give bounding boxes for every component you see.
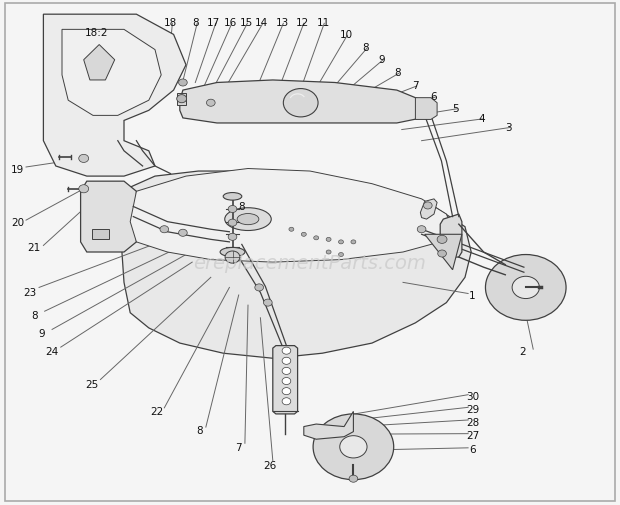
Circle shape <box>177 95 187 104</box>
Circle shape <box>351 240 356 244</box>
Polygon shape <box>92 230 108 240</box>
Circle shape <box>340 436 367 458</box>
Circle shape <box>339 240 343 244</box>
Text: 9: 9 <box>39 328 45 338</box>
Circle shape <box>179 80 187 87</box>
Circle shape <box>225 251 240 264</box>
Polygon shape <box>420 199 437 220</box>
Text: 2: 2 <box>520 346 526 356</box>
Circle shape <box>264 299 272 307</box>
Circle shape <box>438 250 446 258</box>
Circle shape <box>423 203 432 210</box>
Polygon shape <box>304 412 353 439</box>
Polygon shape <box>180 81 428 124</box>
Text: 1: 1 <box>469 290 476 300</box>
Circle shape <box>326 250 331 255</box>
Circle shape <box>206 100 215 107</box>
Polygon shape <box>121 172 471 359</box>
Polygon shape <box>415 98 437 120</box>
Polygon shape <box>84 45 115 81</box>
Text: 7: 7 <box>236 442 242 452</box>
Circle shape <box>228 206 237 213</box>
Text: 18:2: 18:2 <box>84 28 108 38</box>
Text: 6: 6 <box>469 444 476 454</box>
Text: 14: 14 <box>255 18 268 28</box>
Text: 13: 13 <box>275 18 289 28</box>
Circle shape <box>79 155 89 163</box>
Ellipse shape <box>224 209 272 231</box>
Text: 16: 16 <box>224 18 237 28</box>
Polygon shape <box>81 182 136 252</box>
Text: 8: 8 <box>192 18 198 28</box>
Ellipse shape <box>223 193 242 201</box>
Text: 30: 30 <box>466 391 479 401</box>
Circle shape <box>314 236 319 240</box>
Circle shape <box>301 233 306 237</box>
Text: 26: 26 <box>263 460 277 470</box>
Text: 12: 12 <box>296 18 309 28</box>
Polygon shape <box>62 30 161 116</box>
Text: 8: 8 <box>363 43 369 53</box>
Polygon shape <box>440 215 462 258</box>
Circle shape <box>282 398 291 405</box>
Text: 21: 21 <box>27 242 41 252</box>
Text: 15: 15 <box>239 18 253 28</box>
Circle shape <box>179 230 187 237</box>
Circle shape <box>282 347 291 355</box>
Text: 9: 9 <box>379 55 385 65</box>
Text: 19: 19 <box>11 164 24 174</box>
Circle shape <box>282 388 291 395</box>
Text: 8: 8 <box>197 425 203 435</box>
Text: 29: 29 <box>466 404 479 414</box>
Polygon shape <box>273 346 298 414</box>
Text: 6: 6 <box>431 92 437 102</box>
Text: 18: 18 <box>164 18 177 28</box>
Text: 28: 28 <box>466 417 479 427</box>
Text: 4: 4 <box>479 114 485 124</box>
Polygon shape <box>177 93 186 106</box>
Text: ereplacementParts.com: ereplacementParts.com <box>193 253 427 272</box>
Text: 8: 8 <box>239 202 245 212</box>
Circle shape <box>255 284 264 291</box>
Text: 24: 24 <box>45 346 58 356</box>
Circle shape <box>512 277 539 299</box>
Circle shape <box>417 226 426 233</box>
Circle shape <box>326 238 331 242</box>
Circle shape <box>283 89 318 118</box>
Ellipse shape <box>220 248 245 257</box>
Circle shape <box>485 255 566 321</box>
Text: 10: 10 <box>339 30 353 40</box>
Text: 25: 25 <box>85 379 99 389</box>
Circle shape <box>339 253 343 257</box>
Text: 8: 8 <box>31 311 37 321</box>
Circle shape <box>349 475 358 482</box>
Circle shape <box>160 226 169 233</box>
Text: 3: 3 <box>505 122 511 132</box>
Polygon shape <box>43 15 186 177</box>
Circle shape <box>228 220 237 227</box>
Polygon shape <box>130 169 453 263</box>
Circle shape <box>282 358 291 365</box>
Text: 27: 27 <box>466 430 479 440</box>
Text: 5: 5 <box>453 104 459 114</box>
Circle shape <box>313 414 394 480</box>
Text: 8: 8 <box>394 68 401 78</box>
Circle shape <box>289 228 294 232</box>
Ellipse shape <box>237 214 259 225</box>
Text: 17: 17 <box>207 18 221 28</box>
Text: 20: 20 <box>11 217 24 227</box>
Text: 7: 7 <box>412 81 418 91</box>
Text: 11: 11 <box>316 18 330 28</box>
Circle shape <box>228 234 237 241</box>
Polygon shape <box>425 235 462 270</box>
Circle shape <box>437 236 447 244</box>
Text: 23: 23 <box>23 288 37 298</box>
Circle shape <box>282 368 291 375</box>
Circle shape <box>79 185 89 193</box>
Text: 22: 22 <box>150 407 164 417</box>
Circle shape <box>282 378 291 385</box>
